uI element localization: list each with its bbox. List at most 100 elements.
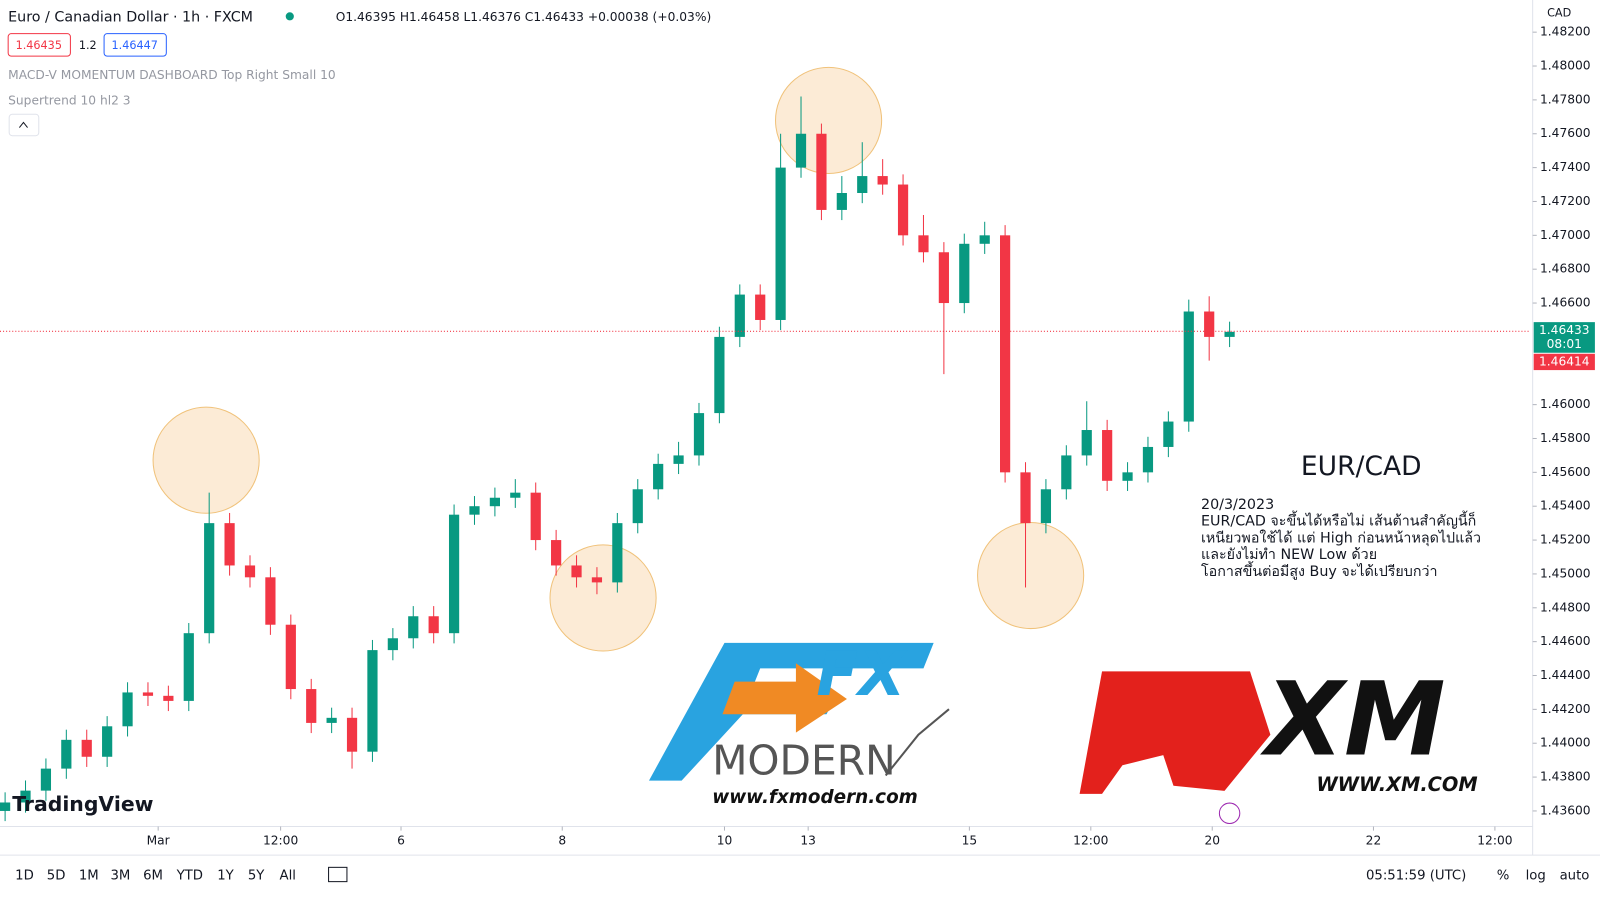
y-tick-label: 1.45000	[1540, 566, 1591, 580]
indicator[interactable]: MACD-V MOMENTUM DASHBOARD Top Right Smal…	[8, 68, 336, 82]
candle-body	[1081, 430, 1092, 456]
candle-body	[306, 689, 317, 723]
chevron-icon	[18, 121, 28, 128]
candle-body	[693, 413, 705, 456]
candle-body	[877, 176, 888, 185]
ohlc: O1.46395 H1.46458 L1.46376 C1.46433 +0.0…	[336, 10, 712, 24]
y-tick-label: 1.44800	[1540, 600, 1591, 614]
candle-body	[734, 294, 745, 337]
range-button[interactable]: All	[280, 869, 296, 884]
candle-body	[122, 692, 133, 727]
date-range-button[interactable]	[328, 866, 348, 883]
x-tick-label: 6	[397, 833, 405, 847]
candle-body	[142, 692, 154, 696]
candle-body	[897, 184, 909, 236]
candle-body	[448, 514, 460, 634]
candle-body	[20, 790, 31, 803]
y-tick-label: 1.47400	[1540, 160, 1591, 174]
y-tick-label: 1.45800	[1540, 431, 1591, 445]
fx-text: FX	[816, 639, 908, 710]
candle-body	[1224, 331, 1235, 337]
range-button[interactable]: 1M	[79, 869, 99, 884]
candle-body	[0, 802, 11, 811]
range-button[interactable]: 3M	[110, 869, 130, 884]
annotation-line: EUR/CAD จะขึ้นได้หรือไม่ เส้นต้านสำคัญนี…	[1201, 510, 1476, 529]
candle-body	[1102, 430, 1113, 481]
annotation-title: EUR/CAD	[1301, 451, 1422, 482]
range-button[interactable]: 1D	[15, 869, 34, 884]
candle-body	[673, 455, 684, 464]
candle-body	[632, 489, 643, 524]
toolbar: 1D 5D 1M 3M 6M YTD 1Y 5Y All% log auto	[15, 869, 1589, 884]
candle-body	[959, 243, 970, 304]
scale-option[interactable]: log	[1526, 869, 1546, 884]
y-tick-label: 1.45400	[1540, 499, 1591, 513]
y-tick-label: 1.47000	[1540, 228, 1591, 242]
candle-body	[387, 638, 398, 651]
y-tick-label: 1.44400	[1540, 668, 1591, 682]
annotation-line: เหนียวพอใช้ได้ แต่ High ก่อนหน้าหลุดไปแล…	[1201, 529, 1481, 546]
candle-body	[428, 616, 439, 634]
candle-body	[1061, 455, 1072, 490]
candle-body	[938, 252, 949, 304]
symbol: Euro / Canadian Dollar · 1h · FXCM	[8, 9, 253, 25]
status-dot	[285, 12, 294, 21]
x-tick-label: 12:00	[1073, 833, 1108, 847]
range-button[interactable]: 6M	[143, 869, 163, 884]
plot	[0, 31, 1537, 831]
sell-box[interactable]	[7, 33, 71, 57]
candle-body	[244, 565, 256, 578]
candle-body	[1183, 311, 1194, 422]
range-button[interactable]: 5D	[47, 869, 66, 884]
candle-body	[61, 739, 72, 769]
buy-box[interactable]	[103, 33, 167, 57]
xm-text: XM	[1259, 660, 1445, 779]
tradingview-logo[interactable]: TradingView	[12, 792, 153, 816]
xm-url: WWW.XM.COM	[1316, 773, 1477, 796]
prev-price-box	[1533, 353, 1595, 371]
y-tick-label: 1.46000	[1540, 397, 1591, 411]
candle-body	[612, 523, 623, 583]
collapse-button[interactable]	[8, 113, 40, 137]
candle-body	[346, 717, 358, 752]
scale-option[interactable]: auto	[1560, 869, 1590, 884]
scale-option[interactable]: %	[1497, 869, 1510, 884]
candle-body	[836, 193, 847, 210]
y-tick-label: 1.47800	[1540, 92, 1591, 106]
highlight-circle	[549, 544, 657, 652]
candle-body	[1040, 489, 1052, 524]
xm-bull	[1079, 671, 1271, 794]
prev-price-label: 1.46414	[1539, 354, 1590, 368]
clock: 05:51:59 (UTC)	[1366, 869, 1466, 884]
range-button[interactable]: YTD	[176, 869, 203, 884]
spread: 1.2	[79, 39, 97, 52]
indicator[interactable]: Supertrend 10 hl2 3	[8, 94, 130, 108]
event-icon[interactable]	[1218, 802, 1241, 824]
highlight-circle	[775, 66, 883, 174]
currency[interactable]: CAD	[1547, 6, 1571, 19]
range-button[interactable]: 5Y	[248, 869, 265, 884]
last-price-box	[1533, 322, 1595, 353]
candle-body	[469, 506, 480, 515]
candle-body	[81, 739, 92, 757]
candle-body	[530, 492, 541, 541]
candle-body	[510, 492, 521, 498]
range-button[interactable]: 1Y	[217, 869, 234, 884]
x-tick-label: 12:00	[263, 833, 298, 847]
x-tick-label: 12:00	[1477, 833, 1512, 847]
y-tick-label: 1.44200	[1540, 702, 1591, 716]
candle-body	[1000, 235, 1011, 473]
sell-price[interactable]: 1.46435	[16, 39, 62, 52]
candle-body	[775, 167, 786, 320]
candle-body	[285, 624, 296, 690]
candle-body	[183, 633, 194, 701]
highlight-circle	[152, 406, 260, 514]
candle-body	[918, 235, 929, 253]
x-tick-label: 15	[962, 833, 978, 847]
candle-body	[979, 235, 990, 244]
candle-body	[795, 133, 807, 168]
candle-body	[714, 336, 725, 414]
buy-price[interactable]: 1.46447	[111, 39, 157, 52]
